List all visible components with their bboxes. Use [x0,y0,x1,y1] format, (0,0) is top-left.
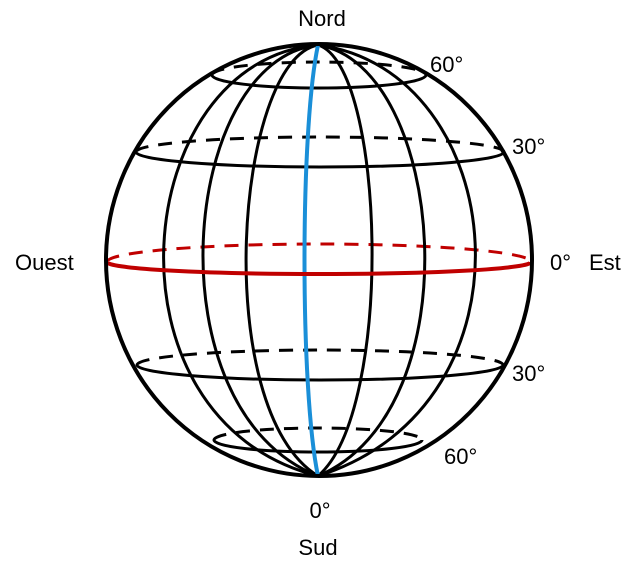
label-west: Ouest [15,250,74,275]
label-lat-60-north: 60° [430,52,463,77]
latitude-60n-front [210,74,428,90]
meridian-west-3 [244,43,319,478]
label-lat-60-south: 60° [444,444,477,469]
latitude-30n-front [134,151,506,169]
meridian-west-2 [201,43,319,478]
label-east: Est [589,250,621,275]
label-meridian-0: 0° [309,498,330,523]
latitude-60s-front [212,439,424,454]
meridian-east-2 [317,43,427,478]
equator-front [105,261,533,276]
label-lat-30-north: 30° [512,134,545,159]
label-south: Sud [298,535,337,560]
latitude-back-lines [134,60,506,441]
label-north: Nord [298,6,346,31]
meridian-west-1 [162,43,319,478]
globe-outline [104,42,534,478]
latitude-front-lines [134,74,506,454]
label-lat-0: 0° [550,250,571,275]
latitude-60n-back [210,60,428,76]
label-lat-30-south: 30° [512,361,545,386]
latitude-60s-back [212,426,424,441]
meridian-east-3 [317,43,477,478]
latitude-30s-back [135,348,505,366]
meridian-east-1 [317,43,374,478]
equator-back [105,242,533,263]
latitude-30s-front [135,364,505,382]
latitude-30n-back [134,135,506,153]
meridian-lines [162,43,477,478]
prime-meridian [302,44,320,477]
